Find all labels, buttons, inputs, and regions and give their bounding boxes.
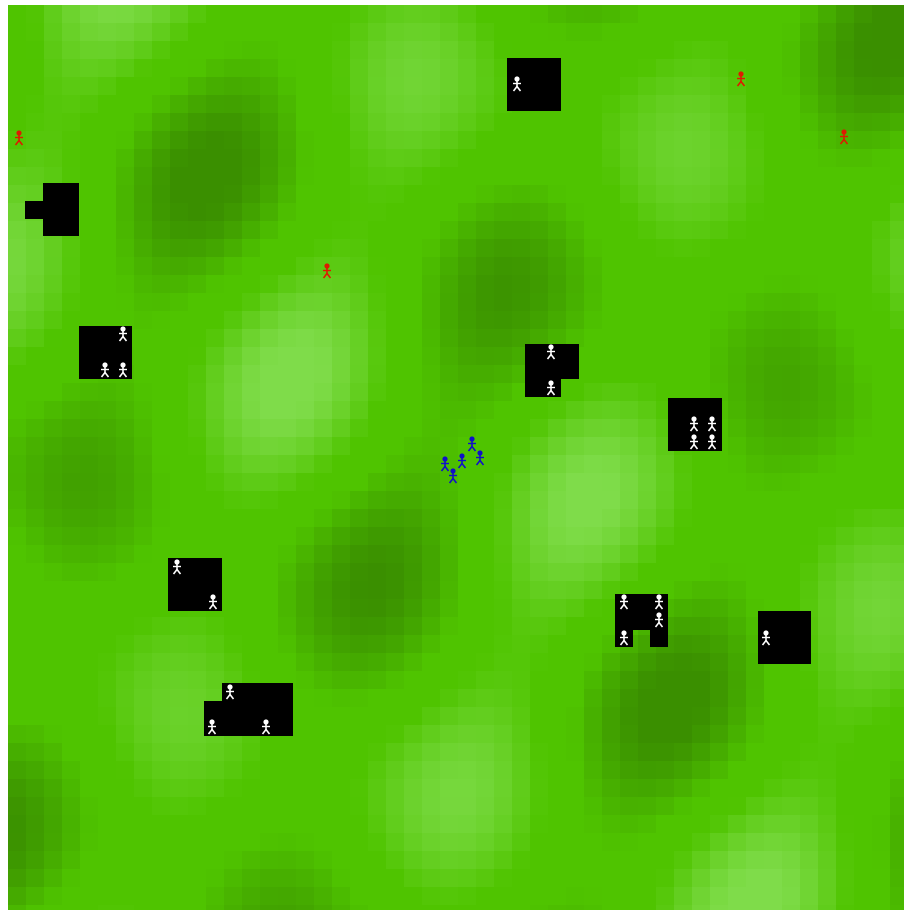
villager-icon[interactable]: [545, 380, 557, 396]
enemy-unit-icon[interactable]: [321, 263, 333, 279]
hut-icon[interactable]: [525, 344, 579, 379]
hut-icon[interactable]: [650, 625, 668, 647]
villager-icon[interactable]: [706, 416, 718, 432]
enemy-unit-icon[interactable]: [13, 130, 25, 146]
villager-icon[interactable]: [206, 719, 218, 735]
villager-icon[interactable]: [171, 559, 183, 575]
hut-icon[interactable]: [43, 183, 79, 236]
enemy-unit-icon[interactable]: [838, 129, 850, 145]
villager-icon[interactable]: [706, 434, 718, 450]
villager-icon[interactable]: [99, 362, 111, 378]
hut-icon[interactable]: [204, 701, 226, 736]
villager-icon[interactable]: [688, 434, 700, 450]
villager-icon[interactable]: [260, 719, 272, 735]
villager-icon[interactable]: [545, 344, 557, 360]
player-unit-icon[interactable]: [456, 453, 468, 469]
game-map[interactable]: [8, 5, 904, 910]
villager-icon[interactable]: [207, 594, 219, 610]
player-unit-icon[interactable]: [474, 450, 486, 466]
villager-icon[interactable]: [760, 630, 772, 646]
villager-icon[interactable]: [653, 612, 665, 628]
villager-icon[interactable]: [224, 684, 236, 700]
villager-icon[interactable]: [117, 362, 129, 378]
villager-icon[interactable]: [618, 630, 630, 646]
villager-icon[interactable]: [688, 416, 700, 432]
hut-icon[interactable]: [507, 58, 561, 111]
villager-icon[interactable]: [117, 326, 129, 342]
player-unit-icon[interactable]: [447, 468, 459, 484]
villager-icon[interactable]: [653, 594, 665, 610]
player-unit-icon[interactable]: [466, 436, 478, 452]
hut-icon[interactable]: [25, 201, 45, 219]
player-unit-icon[interactable]: [439, 456, 451, 472]
enemy-unit-icon[interactable]: [735, 71, 747, 87]
villager-icon[interactable]: [618, 594, 630, 610]
villager-icon[interactable]: [511, 76, 523, 92]
